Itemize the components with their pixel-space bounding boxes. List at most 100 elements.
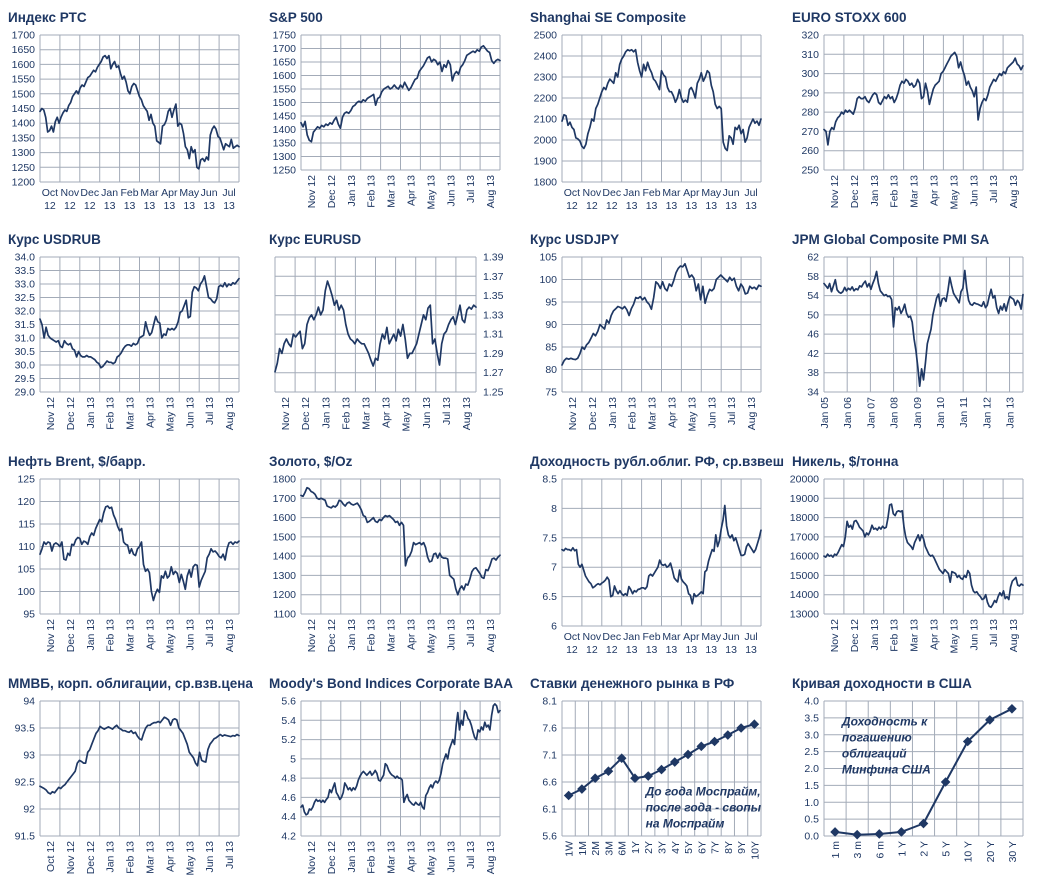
svg-text:Oct: Oct	[564, 631, 580, 643]
chart-usdjpy: Курс USDJPY 75 80 85 90 95 100 105 Nov 12 Dec 12…	[522, 222, 784, 444]
svg-text:58: 58	[807, 271, 819, 283]
series-line-shanghai-se	[561, 48, 762, 152]
svg-text:Apr 13: Apr 13	[164, 841, 176, 872]
svg-text:16000: 16000	[790, 551, 819, 563]
svg-text:92.5: 92.5	[15, 777, 36, 789]
svg-text:Jul 13: Jul 13	[224, 841, 236, 869]
svg-text:Aug 13: Aug 13	[485, 175, 497, 208]
svg-text:1 m: 1 m	[830, 841, 842, 859]
svg-text:13: 13	[626, 644, 638, 656]
svg-text:95: 95	[545, 297, 557, 309]
chart-usdrub: Курс USDRUB 29.0 29.5 30.0 30.5 31.0 31.5 32.0…	[0, 222, 261, 444]
svg-text:6: 6	[551, 621, 557, 633]
svg-text:Mar 13: Mar 13	[909, 175, 921, 208]
svg-text:93.5: 93.5	[15, 723, 36, 735]
chart-canvas-usdjpy: 75 80 85 90 95 100 105 Nov 12 Dec 12 Jan 13 Feb 13…	[539, 252, 762, 432]
svg-text:Jan 13: Jan 13	[869, 175, 881, 207]
svg-text:12: 12	[44, 200, 56, 212]
svg-text:Aug 13: Aug 13	[485, 841, 497, 874]
svg-text:Jul 13: Jul 13	[465, 841, 477, 869]
series-line-eurusd	[274, 280, 477, 373]
svg-text:4.8: 4.8	[281, 773, 296, 785]
chart-jpm-pmi: JPM Global Composite PMI SA 34 38 42 46 50 54…	[784, 222, 1045, 444]
svg-text:Jun: Jun	[723, 631, 740, 643]
svg-text:Nov 12: Nov 12	[45, 397, 57, 430]
chart-canvas-jpm-pmi: 34 38 42 46 50 54 58 62 Jan 05 Jan 06 Jan 07 Jan 08…	[807, 252, 1024, 429]
svg-text:30.0: 30.0	[15, 360, 36, 372]
svg-text:1Y: 1Y	[630, 841, 642, 854]
chart-sp500: S&P 500 1250 1300 1350 1400 1450 1500 1550 1600…	[261, 0, 522, 222]
svg-text:Apr 13: Apr 13	[405, 841, 417, 872]
svg-text:Mar 13: Mar 13	[144, 841, 156, 874]
svg-text:7Y: 7Y	[710, 841, 722, 854]
svg-text:12: 12	[566, 644, 578, 656]
chart-canvas-rub-bond-yield: 66.577.588.5Oct12Nov12Dec12Jan13Feb13Mar…	[542, 474, 762, 656]
svg-text:2M: 2M	[590, 841, 602, 856]
data-point-marker	[709, 736, 720, 747]
svg-text:1600: 1600	[273, 512, 297, 524]
svg-text:1.35: 1.35	[483, 290, 504, 302]
svg-text:Jun: Jun	[201, 187, 218, 199]
svg-text:120: 120	[17, 496, 35, 508]
svg-text:13: 13	[705, 200, 717, 212]
svg-text:Aug 13: Aug 13	[1008, 619, 1020, 652]
chart-rts-index: Индекс РТС 1200 1250 1300 1350 1400 1450 1500 1…	[0, 0, 261, 222]
svg-text:8.1: 8.1	[542, 696, 557, 708]
svg-text:1250: 1250	[273, 165, 297, 177]
chart-canvas-moodys-baa: 4.2 4.4 4.6 4.8 5 5.2 5.4 5.6 Nov 12 Dec 12 Jan 13…	[281, 696, 501, 875]
svg-text:Nov: Nov	[583, 187, 602, 199]
svg-text:100: 100	[17, 586, 35, 598]
svg-text:Jan 13: Jan 13	[85, 619, 97, 651]
svg-text:4.6: 4.6	[281, 792, 296, 804]
svg-text:Aug 13: Aug 13	[746, 397, 758, 430]
svg-text:Jun 13: Jun 13	[421, 397, 433, 429]
svg-text:8.5: 8.5	[542, 474, 557, 486]
svg-text:1700: 1700	[273, 43, 297, 55]
svg-text:1400: 1400	[12, 118, 36, 130]
svg-text:Jul: Jul	[222, 187, 235, 199]
svg-text:Feb 13: Feb 13	[105, 619, 117, 652]
svg-text:Feb 13: Feb 13	[366, 841, 378, 874]
svg-text:42: 42	[807, 348, 819, 360]
chart-title: ММВБ, корп. облигации, ср.взв.цена	[8, 676, 253, 691]
chart-title: EURO STOXX 600	[792, 10, 907, 25]
svg-text:Aug 13: Aug 13	[485, 619, 497, 652]
svg-text:Jun 13: Jun 13	[184, 397, 196, 429]
svg-text:13: 13	[183, 200, 195, 212]
svg-text:May 13: May 13	[425, 619, 437, 654]
svg-text:19000: 19000	[790, 493, 819, 505]
svg-text:5.6: 5.6	[281, 696, 296, 708]
svg-text:1300: 1300	[12, 147, 36, 159]
svg-text:Jul 13: Jul 13	[441, 397, 453, 425]
svg-text:100: 100	[539, 274, 557, 286]
svg-text:1.31: 1.31	[483, 329, 504, 341]
svg-text:13: 13	[745, 644, 757, 656]
chart-title: Ставки денежного рынка в РФ	[530, 676, 735, 691]
chart-annotation-line: на Моспрайм	[646, 817, 725, 831]
svg-text:Mar 13: Mar 13	[125, 619, 137, 652]
svg-text:13000: 13000	[790, 609, 819, 621]
svg-text:5.2: 5.2	[281, 734, 296, 746]
svg-text:46: 46	[807, 329, 819, 341]
svg-text:Nov 12: Nov 12	[306, 175, 318, 208]
svg-text:32.5: 32.5	[15, 292, 36, 304]
svg-text:Feb 13: Feb 13	[366, 175, 378, 208]
svg-text:Nov 12: Nov 12	[45, 619, 57, 652]
svg-text:32.0: 32.0	[15, 306, 36, 318]
svg-text:Apr 13: Apr 13	[144, 397, 156, 428]
chart-eurusd: Курс EURUSD 1.25 1.27 1.29 1.31 1.33 1.35 1.37…	[261, 222, 522, 444]
svg-text:4.2: 4.2	[281, 831, 296, 843]
svg-text:2.0: 2.0	[804, 763, 819, 775]
svg-text:May 13: May 13	[686, 397, 698, 432]
series-line-brent	[39, 505, 240, 602]
svg-text:1550: 1550	[12, 74, 36, 86]
svg-text:Feb 13: Feb 13	[125, 841, 137, 874]
series-line-jpm-pmi	[823, 269, 1024, 388]
svg-text:260: 260	[801, 145, 819, 157]
series-line-euro-stoxx-600	[823, 51, 1024, 146]
chart-euro-stoxx-600: EURO STOXX 600 250 260 270 280 290 300 310 320 N…	[784, 0, 1045, 222]
svg-text:Jan 13: Jan 13	[869, 619, 881, 651]
svg-text:1250: 1250	[12, 162, 36, 174]
chart-annotation-line: погашению	[842, 730, 912, 744]
svg-text:Feb 13: Feb 13	[889, 619, 901, 652]
